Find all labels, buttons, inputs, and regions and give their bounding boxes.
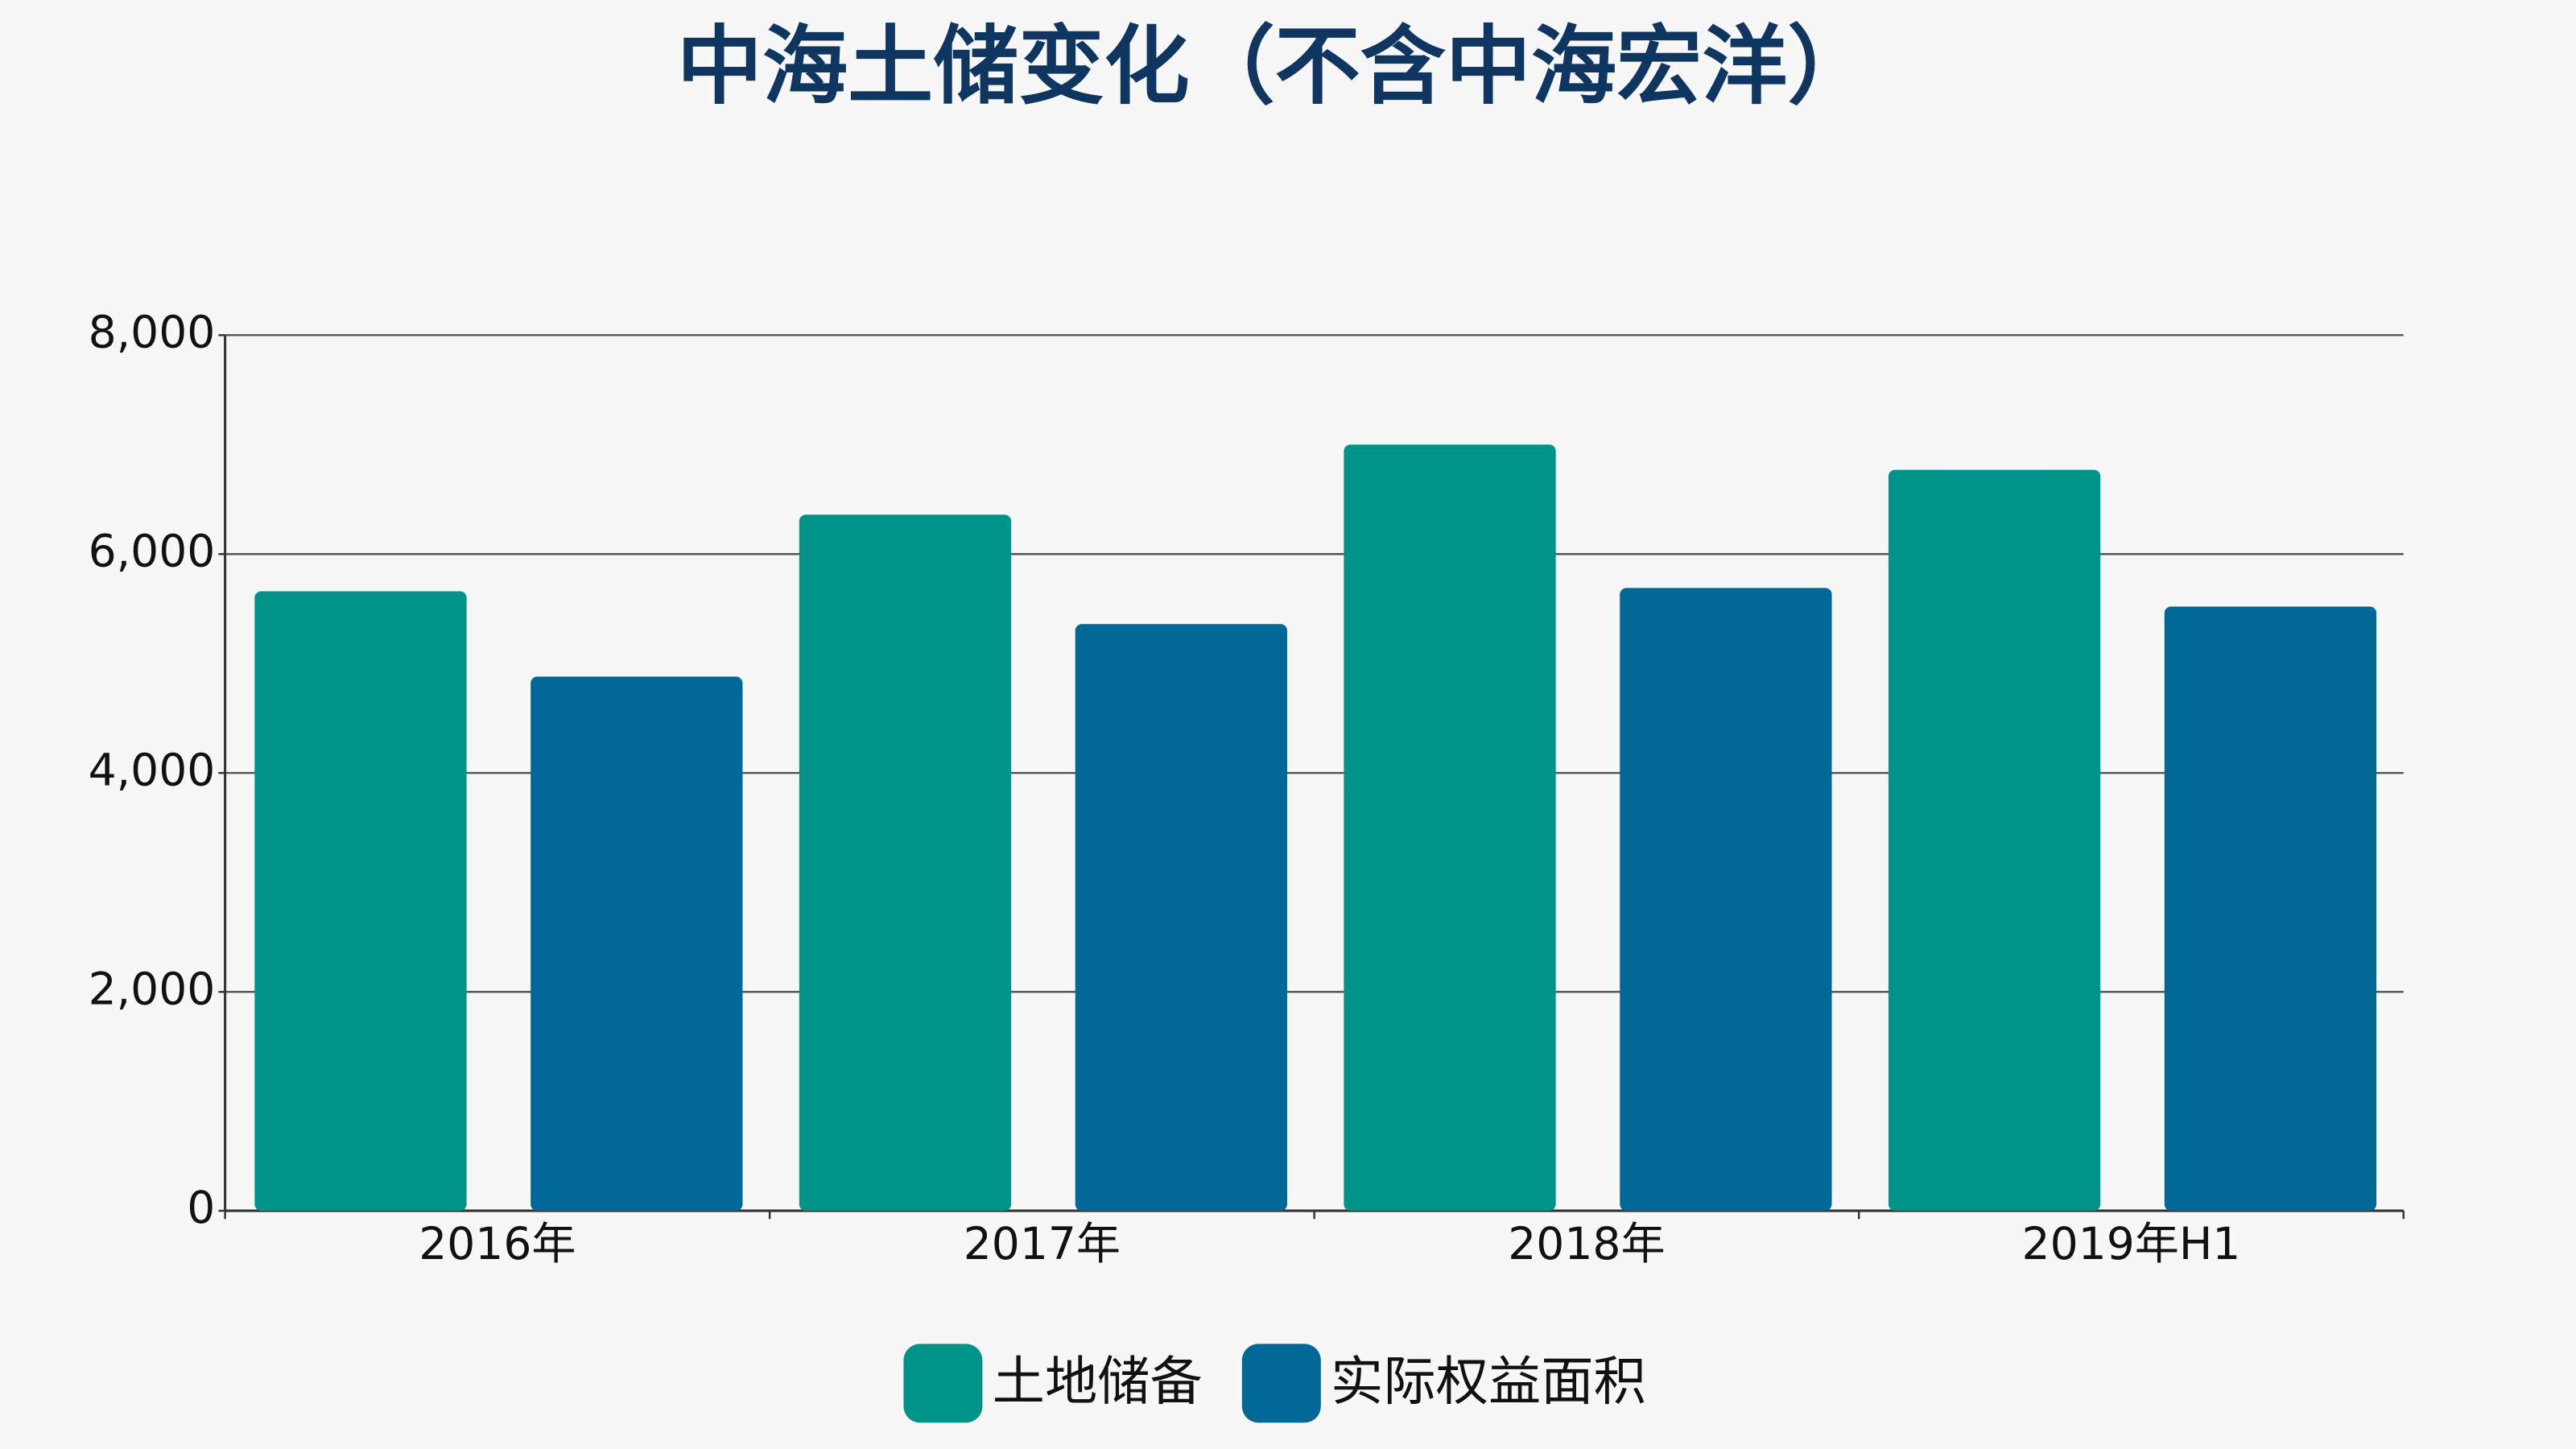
bar [2164,606,2377,1212]
bar [1075,624,1287,1212]
bar [799,514,1012,1212]
bar [1620,588,1832,1212]
y-tick-label: 6,000 [89,525,216,576]
y-tick-label: 8,000 [89,306,216,357]
x-tick-label: 2017年 [964,1218,1121,1269]
legend-swatch [1241,1344,1321,1423]
y-tick-label: 4,000 [89,744,216,795]
legend-label: 土地储备 [993,1351,1203,1412]
x-tick-label: 2019年H1 [2022,1218,2241,1269]
chart-title: 中海土储变化（不含中海宏洋） [677,17,1873,117]
bar [530,676,743,1212]
x-tick-label: 2018年 [1508,1218,1665,1269]
bar [1888,469,2101,1212]
legend-swatch [903,1344,983,1423]
x-tick-label: 2016年 [419,1218,576,1269]
legend-label: 实际权益面积 [1331,1351,1646,1412]
bar [1344,444,1556,1212]
bar [254,591,467,1212]
y-tick-label: 0 [187,1182,215,1233]
y-tick-label: 2,000 [89,963,216,1014]
